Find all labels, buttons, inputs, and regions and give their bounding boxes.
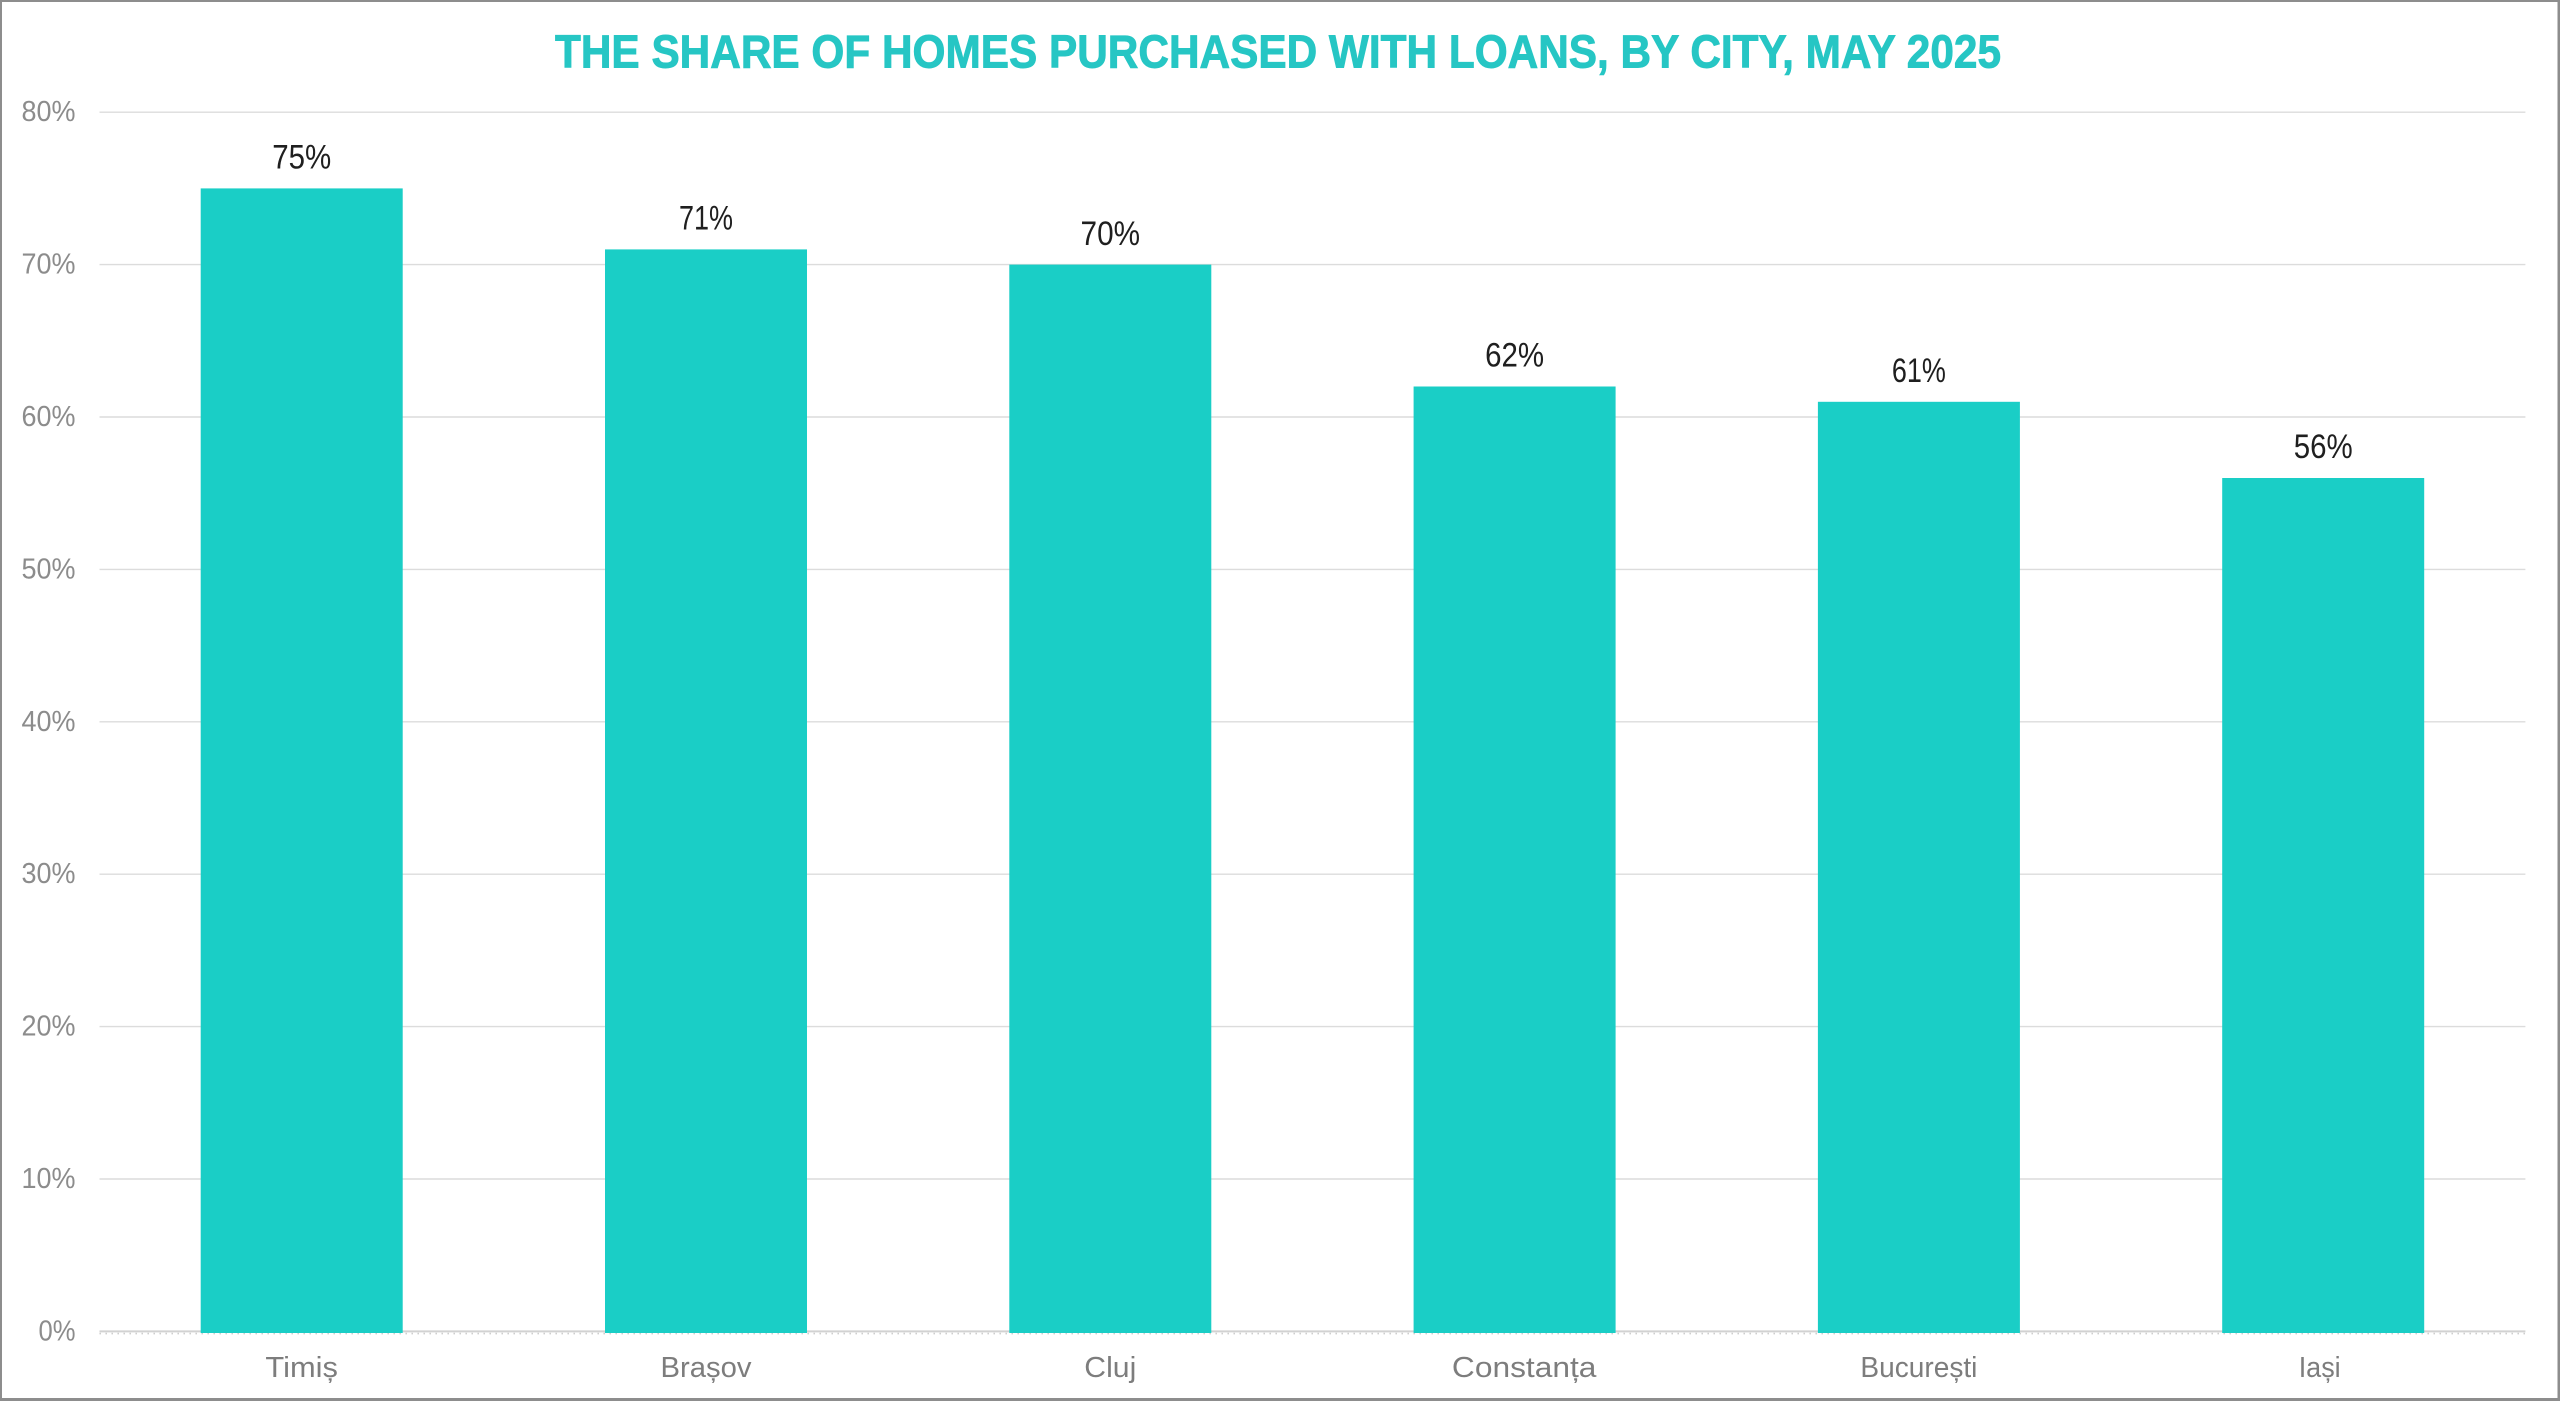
svg-text:20%: 20% (22, 1011, 76, 1043)
svg-text:București: București (1860, 1352, 1977, 1384)
svg-text:Cluj: Cluj (1084, 1352, 1136, 1384)
svg-text:60%: 60% (22, 401, 76, 433)
svg-text:10%: 10% (22, 1163, 76, 1195)
svg-text:80%: 80% (22, 96, 76, 128)
svg-text:30%: 30% (22, 858, 76, 890)
svg-text:40%: 40% (22, 706, 76, 738)
svg-text:75%: 75% (272, 139, 331, 177)
svg-text:56%: 56% (2294, 428, 2353, 466)
svg-text:Iași: Iași (2299, 1352, 2341, 1384)
svg-text:THE SHARE OF HOMES PURCHASED W: THE SHARE OF HOMES PURCHASED WITH LOANS,… (555, 26, 2001, 78)
svg-text:62%: 62% (1485, 337, 1544, 375)
svg-text:71%: 71% (679, 200, 733, 238)
svg-text:Brașov: Brașov (661, 1352, 753, 1384)
svg-text:70%: 70% (22, 249, 76, 281)
svg-text:50%: 50% (22, 553, 76, 585)
svg-text:61%: 61% (1892, 352, 1946, 390)
svg-text:Timiș: Timiș (265, 1352, 338, 1384)
svg-text:0%: 0% (39, 1315, 76, 1347)
svg-text:70%: 70% (1081, 215, 1141, 253)
svg-text:Constanța: Constanța (1452, 1352, 1597, 1384)
